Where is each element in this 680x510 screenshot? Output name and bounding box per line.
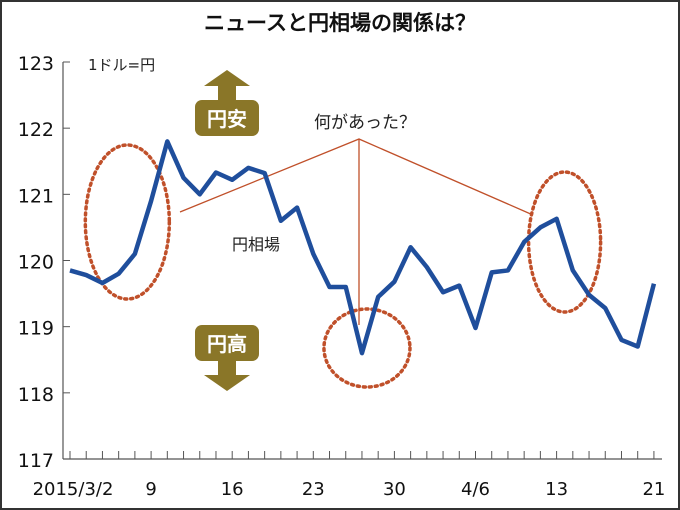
x-tick-label: 2015/3/2 xyxy=(33,479,114,500)
up-label: 円安 xyxy=(207,107,247,131)
y-tick-label: 117 xyxy=(18,450,54,472)
highlight-ellipse xyxy=(322,307,412,389)
y-tick-label: 118 xyxy=(18,384,54,406)
highlight-ellipse xyxy=(526,170,603,314)
up-arrow-icon xyxy=(204,70,250,100)
y-tick-label: 121 xyxy=(18,185,54,207)
y-tick-label: 120 xyxy=(18,252,54,274)
x-tick-label: 13 xyxy=(545,479,568,500)
highlight-ellipse xyxy=(83,143,172,301)
y-tick-label: 122 xyxy=(18,119,54,141)
x-tick-label: 16 xyxy=(221,479,244,500)
y-tick-label: 119 xyxy=(18,318,54,340)
y-tick-label: 123 xyxy=(18,53,54,75)
down-label: 円高 xyxy=(207,332,247,356)
x-tick-label: 30 xyxy=(383,479,406,500)
down-arrow-icon xyxy=(204,361,250,391)
unit-label: 1ドル=円 xyxy=(88,56,155,74)
x-tick-label: 4/6 xyxy=(461,479,490,500)
chart-title: ニュースと円相場の関係は？ xyxy=(204,11,476,35)
x-tick-label: 21 xyxy=(642,479,665,500)
x-tick-label: 9 xyxy=(145,479,156,500)
down-label-box xyxy=(195,325,259,361)
x-tick-label: 23 xyxy=(302,479,325,500)
up-label-box xyxy=(195,100,259,136)
series-label: 円相場 xyxy=(232,235,280,254)
question-label: 何があった？ xyxy=(314,113,416,133)
